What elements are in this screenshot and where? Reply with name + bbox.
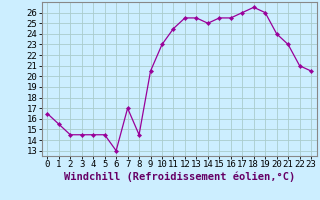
X-axis label: Windchill (Refroidissement éolien,°C): Windchill (Refroidissement éolien,°C) — [64, 172, 295, 182]
